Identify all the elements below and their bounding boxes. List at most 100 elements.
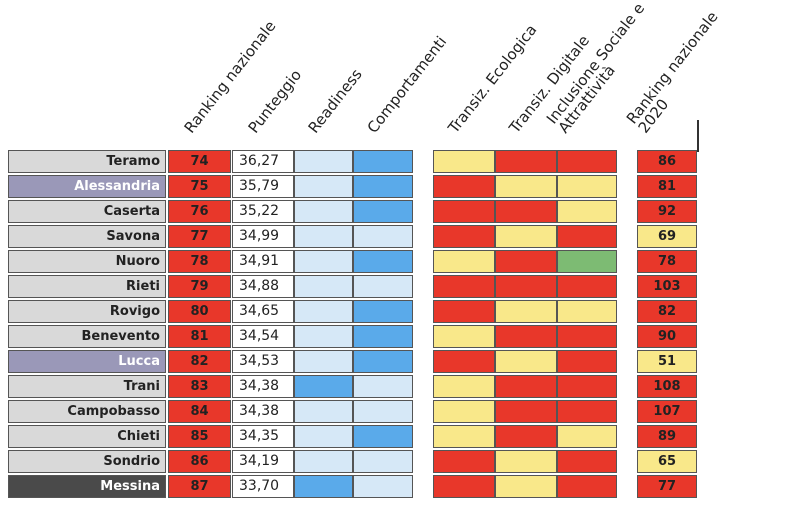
transiz-digitale-cell [495, 175, 557, 198]
ranking-cell: 76 [168, 200, 231, 223]
header-punteggio: Punteggio [244, 66, 306, 137]
ranking-2020-cell: 82 [637, 300, 697, 323]
comportamenti-cell [353, 250, 413, 273]
table-row: Alessandria 75 35,79 81 [0, 175, 800, 200]
table-row: Savona 77 34,99 69 [0, 225, 800, 250]
table-row: Trani 83 34,38 108 [0, 375, 800, 400]
table-row: Caserta 76 35,22 92 [0, 200, 800, 225]
ranking-cell: 75 [168, 175, 231, 198]
comportamenti-cell [353, 225, 413, 248]
city-name-cell: Trani [8, 375, 166, 398]
readiness-cell [294, 225, 353, 248]
ranking-cell: 85 [168, 425, 231, 448]
table-row: Rovigo 80 34,65 82 [0, 300, 800, 325]
transiz-ecologica-cell [433, 275, 495, 298]
readiness-cell [294, 325, 353, 348]
transiz-digitale-cell [495, 475, 557, 498]
table-row: Chieti 85 34,35 89 [0, 425, 800, 450]
inclusione-sociale-cell [557, 450, 617, 473]
city-name-cell: Nuoro [8, 250, 166, 273]
ranking-2020-cell: 65 [637, 450, 697, 473]
readiness-cell [294, 450, 353, 473]
comportamenti-cell [353, 400, 413, 423]
ranking-cell: 79 [168, 275, 231, 298]
city-name-cell: Campobasso [8, 400, 166, 423]
header-comportamenti: Comportamenti [363, 32, 451, 137]
transiz-ecologica-cell [433, 325, 495, 348]
table-row: Rieti 79 34,88 103 [0, 275, 800, 300]
city-name-cell: Benevento [8, 325, 166, 348]
inclusione-sociale-cell [557, 200, 617, 223]
transiz-ecologica-cell [433, 175, 495, 198]
city-name-cell: Alessandria [8, 175, 166, 198]
table-row: Sondrio 86 34,19 65 [0, 450, 800, 475]
ranking-2020-cell: 89 [637, 425, 697, 448]
readiness-cell [294, 475, 353, 498]
inclusione-sociale-cell [557, 425, 617, 448]
comportamenti-cell [353, 325, 413, 348]
readiness-cell [294, 375, 353, 398]
transiz-ecologica-cell [433, 425, 495, 448]
ranking-2020-cell: 107 [637, 400, 697, 423]
table-row: Benevento 81 34,54 90 [0, 325, 800, 350]
inclusione-sociale-cell [557, 250, 617, 273]
ranking-cell: 86 [168, 450, 231, 473]
ranking-cell: 77 [168, 225, 231, 248]
ranking-2020-cell: 81 [637, 175, 697, 198]
inclusione-sociale-cell [557, 375, 617, 398]
city-name-cell: Savona [8, 225, 166, 248]
transiz-digitale-cell [495, 250, 557, 273]
header-readiness: Readiness [304, 65, 366, 137]
ranking-cell: 80 [168, 300, 231, 323]
transiz-digitale-cell [495, 200, 557, 223]
transiz-digitale-cell [495, 425, 557, 448]
comportamenti-cell [353, 450, 413, 473]
readiness-cell [294, 400, 353, 423]
inclusione-sociale-cell [557, 325, 617, 348]
ranking-cell: 87 [168, 475, 231, 498]
ranking-2020-cell: 103 [637, 275, 697, 298]
inclusione-sociale-cell [557, 150, 617, 173]
readiness-cell [294, 300, 353, 323]
inclusione-sociale-cell [557, 300, 617, 323]
comportamenti-cell [353, 200, 413, 223]
transiz-ecologica-cell [433, 200, 495, 223]
punteggio-cell: 35,79 [232, 175, 294, 198]
city-name-cell: Teramo [8, 150, 166, 173]
comportamenti-cell [353, 350, 413, 373]
punteggio-cell: 34,53 [232, 350, 294, 373]
table-row: Campobasso 84 34,38 107 [0, 400, 800, 425]
readiness-cell [294, 175, 353, 198]
transiz-ecologica-cell [433, 400, 495, 423]
transiz-digitale-cell [495, 325, 557, 348]
ranking-2020-cell: 51 [637, 350, 697, 373]
ranking-cell: 82 [168, 350, 231, 373]
ranking-2020-cell: 108 [637, 375, 697, 398]
ranking-2020-cell: 69 [637, 225, 697, 248]
ranking-2020-cell: 78 [637, 250, 697, 273]
transiz-digitale-cell [495, 225, 557, 248]
transiz-digitale-cell [495, 450, 557, 473]
ranking-cell: 84 [168, 400, 231, 423]
comportamenti-cell [353, 275, 413, 298]
readiness-cell [294, 150, 353, 173]
punteggio-cell: 34,35 [232, 425, 294, 448]
ranking-2020-cell: 90 [637, 325, 697, 348]
ranking-cell: 74 [168, 150, 231, 173]
transiz-ecologica-cell [433, 375, 495, 398]
punteggio-cell: 33,70 [232, 475, 294, 498]
transiz-digitale-cell [495, 350, 557, 373]
transiz-ecologica-cell [433, 475, 495, 498]
city-name-cell: Sondrio [8, 450, 166, 473]
table-row: Teramo 74 36,27 86 [0, 150, 800, 175]
transiz-ecologica-cell [433, 300, 495, 323]
readiness-cell [294, 200, 353, 223]
punteggio-cell: 34,38 [232, 375, 294, 398]
transiz-ecologica-cell [433, 225, 495, 248]
punteggio-cell: 35,22 [232, 200, 294, 223]
ranking-cell: 78 [168, 250, 231, 273]
inclusione-sociale-cell [557, 175, 617, 198]
comportamenti-cell [353, 475, 413, 498]
comportamenti-cell [353, 375, 413, 398]
punteggio-cell: 34,65 [232, 300, 294, 323]
